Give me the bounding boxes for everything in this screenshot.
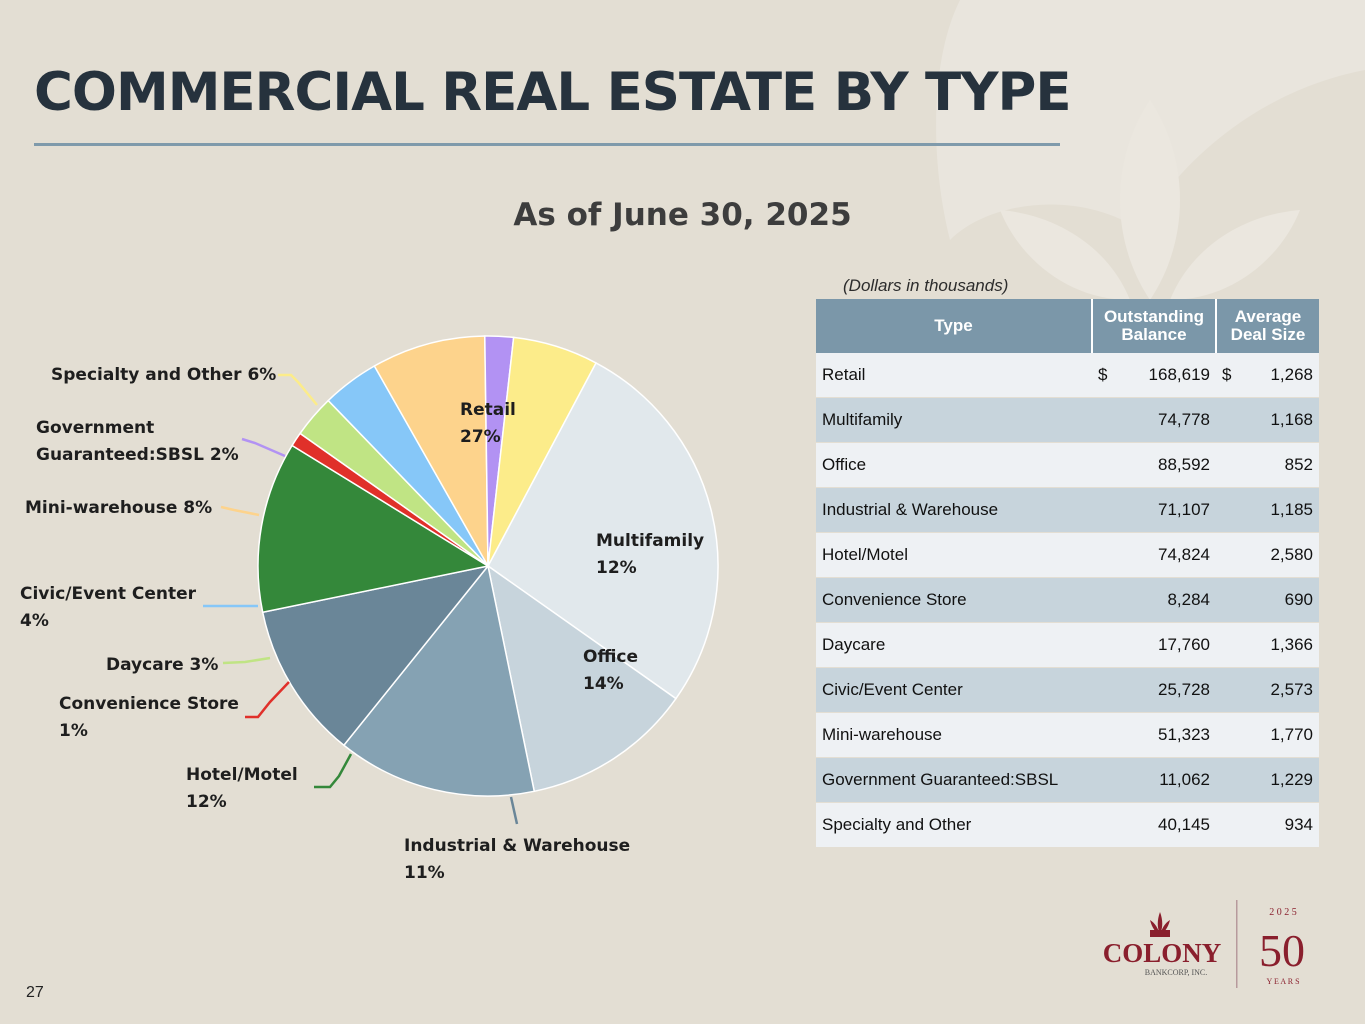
units-note: (Dollars in thousands) [843,276,1009,295]
cre-type-table: Type Outstanding Balance Average Deal Si… [816,299,1319,848]
table-row: Civic/Event Center 25,728 2,573 [816,667,1319,713]
page-number: 27 [26,984,44,1001]
row-type: Multifamily [816,397,1092,443]
row-type: Government Guaranteed:SBSL [816,757,1092,803]
table-row: Hotel/Motel 74,824 2,580 [816,532,1319,578]
logo-year: 2 0 2 5 [1269,907,1297,918]
table-row: Industrial & Warehouse 71,107 1,185 [816,487,1319,533]
logo-years: Y E A R S [1266,977,1299,986]
colony-bankcorp-logo: COLONY BANKCORP, INC. 2 0 2 5 50 Y E A R… [1103,900,1305,988]
row-balance: 51,323 [1092,712,1216,758]
row-type: Mini-warehouse [816,712,1092,758]
row-balance: 11,062 [1092,757,1216,803]
leader-line [509,796,519,825]
leader-line [245,681,290,719]
header-type: Type [816,299,1093,353]
leader-line [220,505,260,517]
pie-label: Retail 27% [460,400,516,447]
pie-label: Hotel/Motel 12% [186,765,298,812]
pie-label: Daycare 3% [106,655,218,675]
pie-slice-office [342,564,536,797]
pie-label: Multifamily 12% [596,531,704,578]
table-row: Daycare 17,760 1,366 [816,622,1319,668]
row-balance: $168,619 [1092,353,1216,398]
logo-name: COLONY [1103,938,1222,968]
row-deal-size: 2,580 [1216,532,1319,578]
chart-subtitle: As of June 30, 2025 [513,197,852,233]
pie-slice-retail [487,361,719,700]
lotus-emblem-icon [1150,912,1170,935]
logo-anniversary: 50 [1259,925,1305,976]
table-row: Office 88,592 852 [816,442,1319,488]
pie-slice-industrial-warehouse [261,564,490,747]
row-type: Daycare [816,622,1092,668]
table-row: Convenience Store 8,284 690 [816,577,1319,623]
row-type: Hotel/Motel [816,532,1092,578]
pie-label: Specialty and Other 6% [51,365,276,385]
table-header-row: Type Outstanding Balance Average Deal Si… [816,299,1319,353]
pie-label: Office 14% [583,647,638,694]
row-type: Industrial & Warehouse [816,487,1092,533]
leader-line [314,753,353,789]
pie-slice-hotel-motel [257,444,491,614]
page-title: COMMERCIAL REAL ESTATE BY TYPE [34,62,1072,123]
row-type: Office [816,442,1092,488]
pie-label: Convenience Store 1% [59,694,239,741]
row-balance: 25,728 [1092,667,1216,713]
row-balance: 8,284 [1092,577,1216,623]
table-row: Retail $168,619 $1,268 [816,353,1319,398]
row-balance: 17,760 [1092,622,1216,668]
table-row: Government Guaranteed:SBSL 11,062 1,229 [816,757,1319,803]
header-outstanding-balance: Outstanding Balance [1092,299,1217,353]
balance-value: 168,619 [1148,365,1210,384]
title-divider [34,143,1060,146]
deal-value: 1,268 [1270,365,1313,384]
pie-label: Government Guaranteed:SBSL 2% [36,418,239,465]
currency-symbol: $ [1222,365,1232,384]
row-type: Specialty and Other [816,802,1092,848]
logo-subname: BANKCORP, INC. [1145,968,1207,977]
row-balance: 40,145 [1092,802,1216,848]
row-deal-size: 1,185 [1216,487,1319,533]
row-balance: 74,778 [1092,397,1216,443]
row-type: Civic/Event Center [816,667,1092,713]
row-deal-size: 852 [1216,442,1319,488]
row-deal-size: 934 [1216,802,1319,848]
leader-line [222,656,271,665]
pie-label: Mini-warehouse 8% [25,498,212,518]
row-type: Convenience Store [816,577,1092,623]
row-deal-size: $1,268 [1216,353,1319,398]
row-deal-size: 1,770 [1216,712,1319,758]
row-balance: 71,107 [1092,487,1216,533]
table-row: Mini-warehouse 51,323 1,770 [816,712,1319,758]
row-deal-size: 1,366 [1216,622,1319,668]
header-average-deal-size: Average Deal Size [1216,299,1319,353]
row-deal-size: 690 [1216,577,1319,623]
table-row: Multifamily 74,778 1,168 [816,397,1319,443]
row-type: Retail [816,353,1092,398]
currency-symbol: $ [1098,365,1108,384]
table-row: Specialty and Other 40,145 934 [816,802,1319,848]
pie-slice-specialty-and-other [487,336,597,567]
leader-line [278,373,318,406]
pie-slice-mini-warehouse [373,335,489,567]
row-deal-size: 1,229 [1216,757,1319,803]
row-balance: 88,592 [1092,442,1216,488]
row-balance: 74,824 [1092,532,1216,578]
row-deal-size: 2,573 [1216,667,1319,713]
pie-slice-multifamily [486,564,677,793]
leader-line [241,437,286,458]
row-deal-size: 1,168 [1216,397,1319,443]
pie-label: Civic/Event Center 4% [20,584,197,631]
pie-label: Industrial & Warehouse 11% [404,836,630,883]
